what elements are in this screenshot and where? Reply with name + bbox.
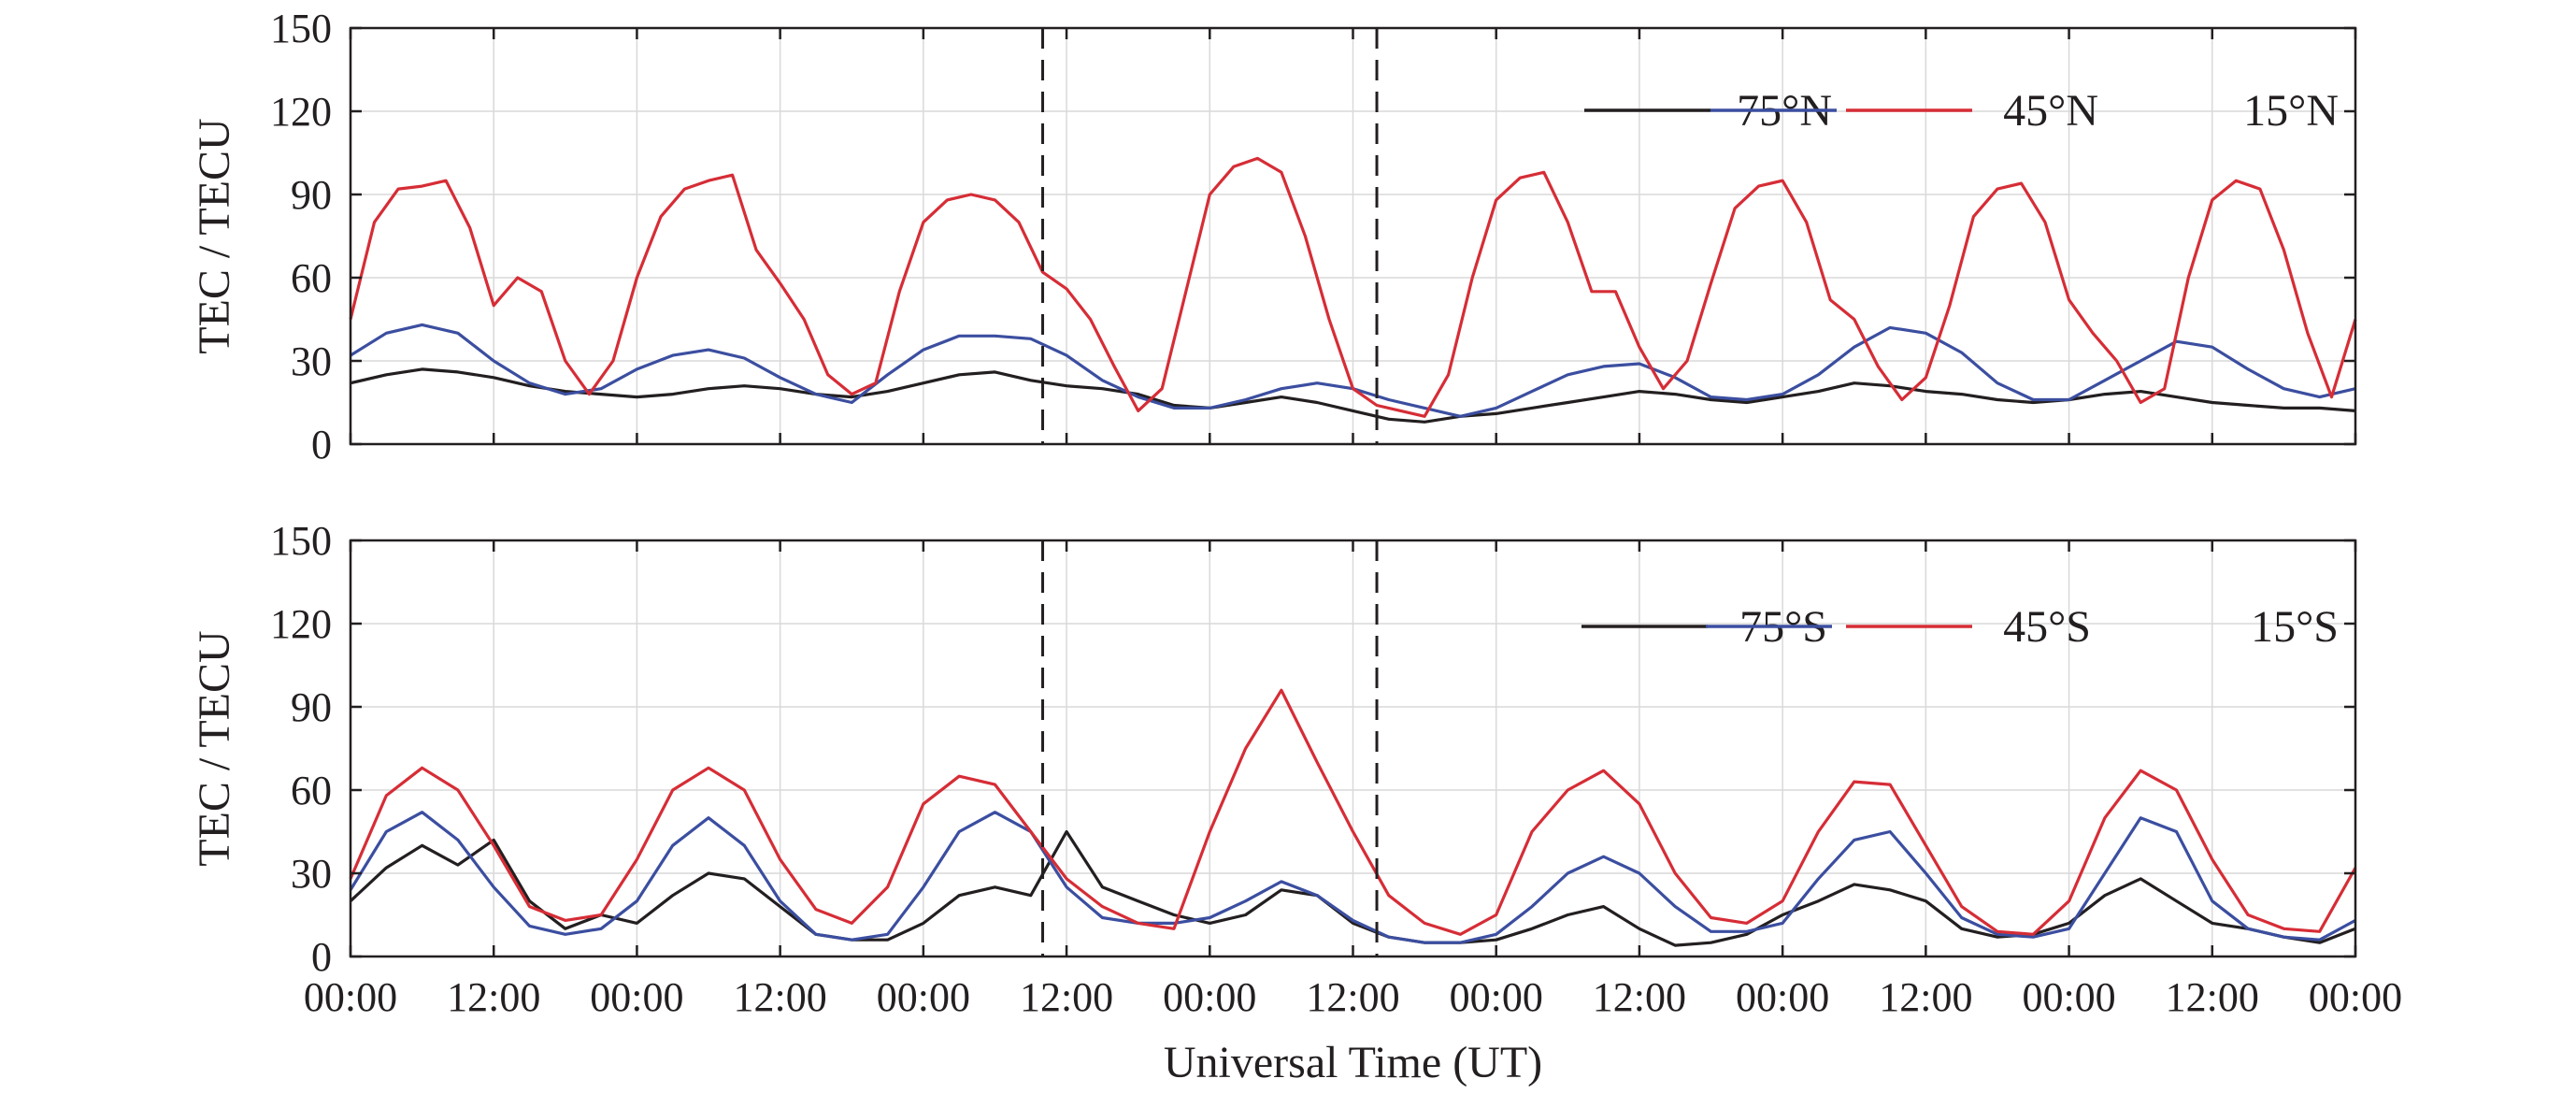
bottom-x-tick-label-2: 00:00	[590, 974, 683, 1020]
bottom-y-tick-label-0: 0	[311, 934, 332, 980]
bottom-x-tick-label-7: 12:00	[1306, 974, 1399, 1020]
top-legend-label-2: 15°N	[2243, 86, 2339, 136]
top-y-tick-labels: 0 30 60 90 120 150	[270, 6, 332, 467]
bottom-legend: 75°S 45°S 15°S	[1581, 602, 2339, 652]
bottom-y-tick-label-3: 90	[291, 684, 332, 730]
top-legend: 75°N 45°N 15°N	[1584, 86, 2339, 136]
bottom-legend-label-2: 15°S	[2251, 602, 2339, 652]
bottom-x-tick-label-11: 12:00	[1879, 974, 1972, 1020]
top-grid	[351, 28, 2355, 444]
top-series-line-2	[349, 156, 2357, 418]
bottom-grid	[351, 540, 2355, 956]
bottom-x-tick-label-0: 00:00	[304, 974, 397, 1020]
top-y-tick-label-3: 90	[291, 172, 332, 218]
top-legend-label-1: 45°N	[2003, 86, 2098, 136]
top-dashed-lines	[1041, 28, 1379, 444]
top-y-axis-label: TEC / TECU	[190, 118, 239, 353]
bottom-series-line-1	[349, 811, 2356, 944]
top-series-line-0	[350, 367, 2356, 424]
bottom-y-tick-label-1: 30	[291, 851, 332, 897]
bottom-panel: 0 30 60 90 120 150 00:00 12:00 00:00 12:00 00:00 1…	[190, 518, 2402, 1087]
bottom-series	[349, 688, 2357, 947]
top-y-tick-label-5: 150	[270, 6, 332, 51]
x-axis-label: Universal Time (UT)	[1164, 1038, 1542, 1087]
top-y-tick-label-0: 0	[311, 422, 332, 467]
bottom-y-tick-label-5: 150	[270, 518, 332, 564]
bottom-y-tick-label-2: 60	[291, 768, 332, 813]
bottom-x-tick-label-10: 00:00	[1736, 974, 1829, 1020]
bottom-y-axis-label: TEC / TECU	[190, 630, 239, 866]
bottom-x-tick-label-1: 12:00	[447, 974, 540, 1020]
top-y-tick-label-1: 30	[291, 338, 332, 384]
bottom-x-tick-label-3: 12:00	[734, 974, 827, 1020]
top-series	[349, 156, 2357, 424]
bottom-x-tick-label-8: 00:00	[1450, 974, 1543, 1020]
bottom-x-tick-label-13: 12:00	[2166, 974, 2259, 1020]
bottom-x-tick-label-5: 12:00	[1020, 974, 1113, 1020]
bottom-x-tick-label-4: 00:00	[877, 974, 970, 1020]
bottom-y-tick-labels: 0 30 60 90 120 150	[270, 518, 332, 980]
bottom-series-line-2	[349, 688, 2357, 936]
bottom-x-tick-label-6: 00:00	[1163, 974, 1256, 1020]
bottom-x-tick-label-12: 00:00	[2022, 974, 2115, 1020]
bottom-x-tick-label-14: 00:00	[2309, 974, 2402, 1020]
bottom-dashed-lines	[1041, 540, 1379, 956]
top-y-tick-label-2: 60	[291, 255, 332, 301]
top-ticks	[349, 26, 2357, 446]
bottom-ticks	[349, 539, 2357, 958]
bottom-y-tick-label-4: 120	[270, 601, 332, 647]
bottom-legend-label-1: 45°S	[2003, 602, 2091, 652]
bottom-x-tick-labels: 00:00 12:00 00:00 12:00 00:00 12:00 00:00 12:00…	[304, 974, 2402, 1020]
bottom-x-tick-label-9: 12:00	[1593, 974, 1686, 1020]
top-y-tick-label-4: 120	[270, 89, 332, 135]
